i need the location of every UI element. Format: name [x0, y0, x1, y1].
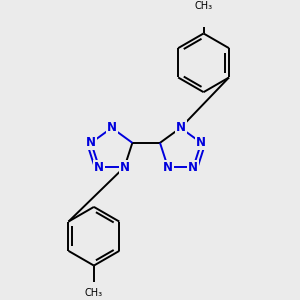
Text: N: N — [188, 160, 198, 174]
Text: N: N — [94, 160, 104, 174]
Text: CH₃: CH₃ — [85, 288, 103, 298]
Text: N: N — [119, 160, 130, 174]
Text: N: N — [196, 136, 206, 149]
Text: CH₃: CH₃ — [194, 1, 213, 11]
Text: N: N — [176, 121, 186, 134]
Text: N: N — [107, 121, 117, 134]
Text: N: N — [86, 136, 96, 149]
Text: N: N — [163, 160, 173, 174]
